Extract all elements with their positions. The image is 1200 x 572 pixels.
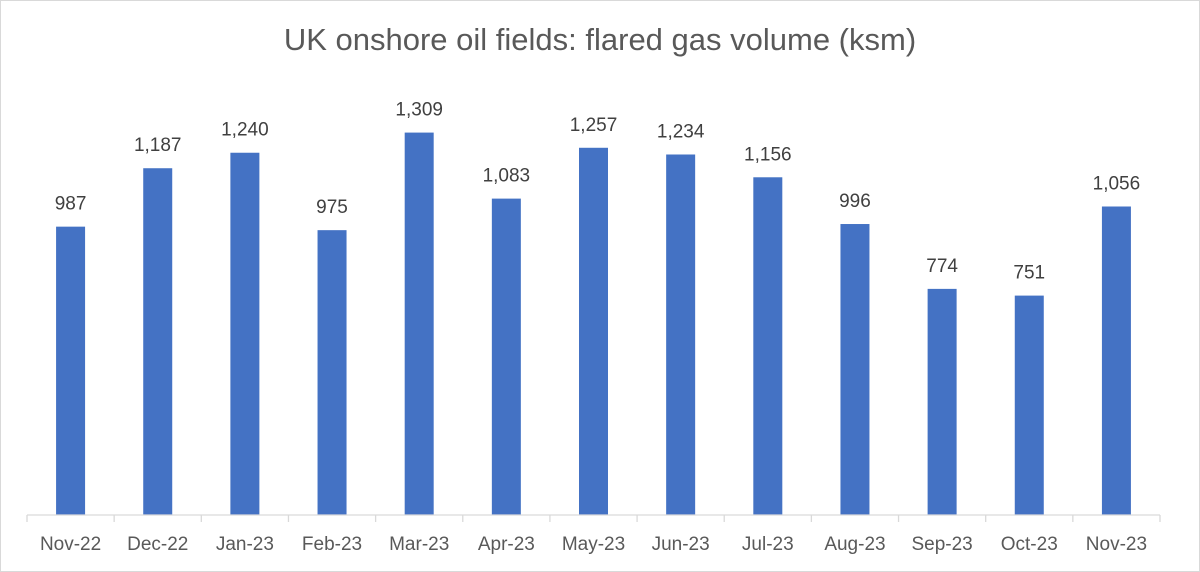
bar <box>230 152 260 515</box>
data-label: 1,156 <box>744 144 792 165</box>
x-tick-label: Nov-22 <box>40 534 101 555</box>
data-label: 1,240 <box>221 120 269 141</box>
data-label: 996 <box>839 191 871 212</box>
data-labels-layer: 987 1,187 1,240 975 1,309 1,083 1,257 1,234 1,15… <box>55 100 1140 284</box>
x-tick-label: Dec-22 <box>127 534 188 555</box>
bar <box>1101 206 1131 516</box>
data-label: 751 <box>1013 263 1045 284</box>
x-tick-label: Sep-23 <box>911 534 972 555</box>
bar <box>491 198 521 515</box>
bar <box>317 230 347 516</box>
data-label: 1,056 <box>1093 173 1141 194</box>
x-tick-label: Jun-23 <box>652 534 710 555</box>
bar <box>927 288 957 515</box>
chart-title: UK onshore oil fields: flared gas volume… <box>283 22 917 57</box>
x-tick-label: Oct-23 <box>1001 534 1058 555</box>
x-tick-label: Nov-23 <box>1086 534 1147 555</box>
x-tick-label: Aug-23 <box>824 534 885 555</box>
data-label: 1,083 <box>483 166 531 187</box>
bar <box>56 226 86 515</box>
data-label: 1,257 <box>570 115 618 136</box>
x-tick-label: Jul-23 <box>742 534 794 555</box>
x-axis: Nov-22 Dec-22 Jan-23 Feb-23 Mar-23 Apr-23 May-… <box>26 514 1161 555</box>
x-tick-label: Apr-23 <box>478 534 535 555</box>
x-tick-label: Feb-23 <box>302 534 362 555</box>
bar <box>579 147 608 515</box>
x-tick-label: Jan-23 <box>216 534 274 555</box>
x-tick-label: May-23 <box>562 534 625 555</box>
bar <box>840 224 870 516</box>
data-label: 774 <box>926 256 958 277</box>
x-tick-label: Mar-23 <box>389 534 449 555</box>
bar <box>404 132 434 515</box>
data-label: 987 <box>55 194 87 215</box>
bar <box>143 168 173 515</box>
data-label: 1,187 <box>134 135 182 156</box>
bar <box>1014 295 1044 515</box>
bars-layer <box>56 132 1131 516</box>
bar <box>666 154 696 515</box>
data-label: 1,234 <box>657 121 705 142</box>
data-label: 1,309 <box>395 100 443 121</box>
data-label: 975 <box>316 197 348 218</box>
bar <box>753 177 783 516</box>
